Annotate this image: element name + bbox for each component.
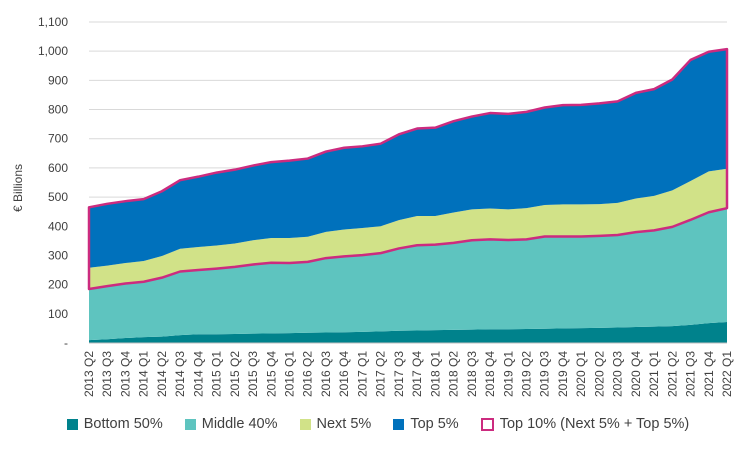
legend-item-next-5: Next 5% [299, 416, 372, 432]
x-tick-label-2015-q4: 2015 Q4 [264, 351, 278, 397]
x-tick-label-2016-q1: 2016 Q1 [283, 351, 297, 397]
x-tick-label-2017-q3: 2017 Q3 [392, 351, 406, 397]
legend-label-next-5: Next 5% [316, 416, 372, 432]
area-bottom-50 [89, 321, 727, 343]
x-tick-label-2013-q4: 2013 Q4 [118, 351, 132, 397]
legend-item-bottom-50: Bottom 50% [66, 416, 163, 432]
y-tick-label-100: 100 [48, 307, 68, 321]
legend-label-top-5: Top 5% [410, 416, 459, 432]
x-tick-label-2014-q3: 2014 Q3 [173, 351, 187, 397]
x-tick-label-2019-q3: 2019 Q3 [538, 351, 552, 397]
legend-item-top-5: Top 5% [393, 416, 459, 432]
area-top-5 [89, 49, 727, 268]
y-axis: - 100 200 300 400 500 600 700 800 900 1,000 1,100 [38, 15, 68, 350]
y-tick-label-1100: 1,100 [38, 15, 68, 29]
x-tick-label-2013-q3: 2013 Q3 [100, 351, 114, 397]
legend-swatch-next-5 [299, 418, 311, 430]
x-tick-label-2018-q2: 2018 Q2 [447, 351, 461, 397]
y-tick-label-400: 400 [48, 219, 68, 233]
legend-label-bottom-50: Bottom 50% [83, 416, 163, 432]
y-tick-label-600: 600 [48, 161, 68, 175]
y-tick-label-200: 200 [48, 278, 68, 292]
legend: Bottom 50% Middle 40% Next 5% Top 5% Top… [0, 416, 756, 432]
y-tick-label-900: 900 [48, 73, 68, 87]
x-tick-label-2017-q4: 2017 Q4 [410, 351, 424, 397]
x-tick-label-2021-q1: 2021 Q1 [647, 351, 661, 397]
legend-item-middle-40: Middle 40% [184, 416, 278, 432]
area-next-5 [89, 168, 727, 290]
x-tick-label-2016-q2: 2016 Q2 [301, 351, 315, 397]
x-tick-label-2017-q1: 2017 Q1 [355, 351, 369, 397]
top10-outline-group [87, 47, 729, 291]
x-tick-label-2022-q1: 2022 Q1 [720, 351, 734, 397]
x-tick-label-2015-q2: 2015 Q2 [228, 351, 242, 397]
x-tick-label-2017-q2: 2017 Q2 [374, 351, 388, 397]
x-tick-label-2020-q2: 2020 Q2 [592, 351, 606, 397]
x-tick-label-2016-q4: 2016 Q4 [337, 351, 351, 397]
x-axis: 2013 Q2 2013 Q3 2013 Q4 2014 Q1 2014 Q2 2014 … [82, 342, 734, 397]
x-tick-label-2020-q3: 2020 Q3 [611, 351, 625, 397]
x-tick-label-2020-q1: 2020 Q1 [574, 351, 588, 397]
x-tick-label-2019-q1: 2019 Q1 [501, 351, 515, 397]
x-tick-label-2018-q4: 2018 Q4 [483, 351, 497, 397]
y-tick-label-500: 500 [48, 190, 68, 204]
legend-swatch-top-10 [480, 417, 494, 431]
x-tick-label-2014-q2: 2014 Q2 [155, 351, 169, 397]
x-tick-label-2018-q1: 2018 Q1 [428, 351, 442, 397]
x-tick-label-2013-q2: 2013 Q2 [82, 351, 96, 397]
x-tick-label-2021-q4: 2021 Q4 [702, 351, 716, 397]
y-tick-label-0: - [64, 336, 68, 350]
y-tick-label-800: 800 [48, 103, 68, 117]
legend-label-middle-40: Middle 40% [201, 416, 278, 432]
y-tick-label-1000: 1,000 [38, 44, 68, 58]
x-tick-label-2020-q4: 2020 Q4 [629, 351, 643, 397]
x-tick-label-2021-q2: 2021 Q2 [665, 351, 679, 397]
legend-item-top-10: Top 10% (Next 5% + Top 5%) [480, 416, 690, 432]
x-tick-label-2018-q3: 2018 Q3 [465, 351, 479, 397]
legend-swatch-middle-40 [184, 418, 196, 430]
area-series [89, 49, 727, 343]
x-tick-label-2015-q1: 2015 Q1 [210, 351, 224, 397]
stacked-area-chart: - 100 200 300 400 500 600 700 800 900 1,000 1,100 2… [11, 15, 734, 397]
legend-swatch-bottom-50 [66, 418, 78, 430]
y-axis-title: € Billions [11, 164, 25, 212]
y-tick-label-700: 700 [48, 132, 68, 146]
x-tick-label-2015-q3: 2015 Q3 [246, 351, 260, 397]
x-tick-label-2014-q1: 2014 Q1 [137, 351, 151, 397]
y-tick-label-300: 300 [48, 248, 68, 262]
x-tick-label-2021-q3: 2021 Q3 [684, 351, 698, 397]
x-tick-label-2014-q4: 2014 Q4 [191, 351, 205, 397]
legend-swatch-top-5 [393, 418, 405, 430]
x-tick-label-2019-q4: 2019 Q4 [556, 351, 570, 397]
legend-label-top-10: Top 10% (Next 5% + Top 5%) [499, 416, 690, 432]
x-tick-label-2019-q2: 2019 Q2 [519, 351, 533, 397]
area-middle-40 [89, 208, 727, 341]
outline-top-10 [87, 47, 729, 291]
x-tick-label-2016-q3: 2016 Q3 [319, 351, 333, 397]
